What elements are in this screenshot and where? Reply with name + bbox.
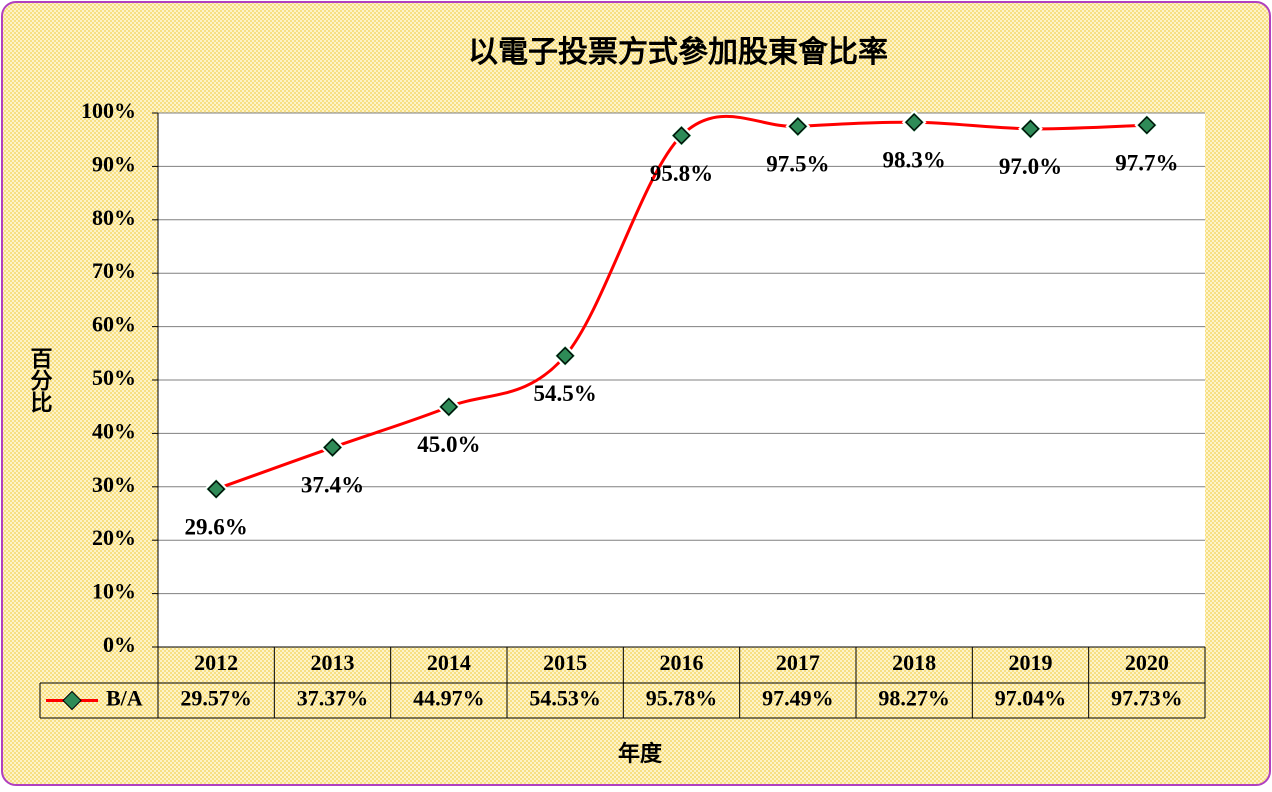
- x-tick-label: 2013: [311, 650, 355, 675]
- table-value: 98.27%: [878, 686, 950, 711]
- table-value: 95.78%: [646, 686, 718, 711]
- table-value: 97.49%: [762, 686, 834, 711]
- data-point-outline: [788, 117, 807, 136]
- data-point-outline: [1137, 116, 1156, 134]
- y-axis-label: 百分比: [28, 347, 53, 414]
- data-point: [552, 343, 578, 369]
- data-point: [669, 123, 694, 148]
- data-label: 97.0%: [999, 154, 1062, 179]
- y-tick-label: 100%: [81, 98, 136, 123]
- table-value: 97.73%: [1111, 686, 1183, 711]
- x-tick-label: 2016: [660, 650, 704, 675]
- data-point: [785, 113, 811, 139]
- legend-marker: [62, 690, 82, 711]
- data-point-outline: [1021, 119, 1040, 138]
- y-tick-label: 80%: [92, 205, 136, 230]
- data-point-outline: [207, 480, 226, 498]
- legend-label: B/A: [106, 686, 143, 711]
- data-label: 97.5%: [766, 152, 829, 177]
- table-value: 29.57%: [180, 686, 252, 711]
- table-value: 37.37%: [297, 686, 369, 711]
- y-tick-label: 50%: [92, 365, 136, 390]
- chart-title: 以電子投票方式參加股東會比率: [468, 35, 888, 69]
- x-tick-label: 2018: [892, 650, 936, 675]
- y-tick-label: 70%: [92, 258, 136, 283]
- table-value: 54.53%: [529, 686, 601, 711]
- x-tick-label: 2020: [1125, 650, 1169, 675]
- data-point: [320, 435, 345, 460]
- table-value: 44.97%: [413, 686, 485, 711]
- data-point: [436, 394, 462, 420]
- data-label: 95.8%: [650, 161, 713, 186]
- y-tick-label: 60%: [92, 312, 136, 337]
- data-label: 45.0%: [417, 432, 480, 457]
- data-point-outline: [556, 346, 575, 365]
- data-point: [1134, 112, 1160, 138]
- y-tick-label: 30%: [92, 472, 136, 497]
- data-point-outline: [905, 113, 924, 132]
- y-tick-label: 90%: [92, 151, 136, 176]
- x-tick-label: 2014: [427, 650, 471, 675]
- data-label: 54.5%: [534, 381, 597, 406]
- x-tick-label: 2015: [543, 650, 587, 675]
- x-axis-label: 年度: [618, 741, 663, 766]
- y-tick-label: 40%: [92, 418, 136, 443]
- data-label: 97.7%: [1115, 150, 1178, 175]
- x-tick-label: 2019: [1009, 650, 1053, 675]
- y-tick-label: 0%: [103, 632, 136, 657]
- data-point: [1018, 116, 1043, 142]
- y-tick-label: 20%: [92, 525, 136, 550]
- series-line: [215, 115, 1147, 491]
- data-label: 37.4%: [301, 473, 364, 498]
- data-point: [203, 476, 229, 502]
- x-tick-label: 2017: [776, 650, 820, 675]
- x-tick-label: 2012: [194, 650, 238, 675]
- data-point-outline: [672, 126, 691, 145]
- data-label: 29.6%: [185, 514, 248, 539]
- data-label: 98.3%: [883, 148, 946, 173]
- data-point-outline: [439, 398, 458, 416]
- data-point: [901, 109, 927, 135]
- data-point-outline: [323, 438, 342, 457]
- y-tick-label: 10%: [92, 579, 136, 604]
- table-value: 97.04%: [995, 686, 1067, 711]
